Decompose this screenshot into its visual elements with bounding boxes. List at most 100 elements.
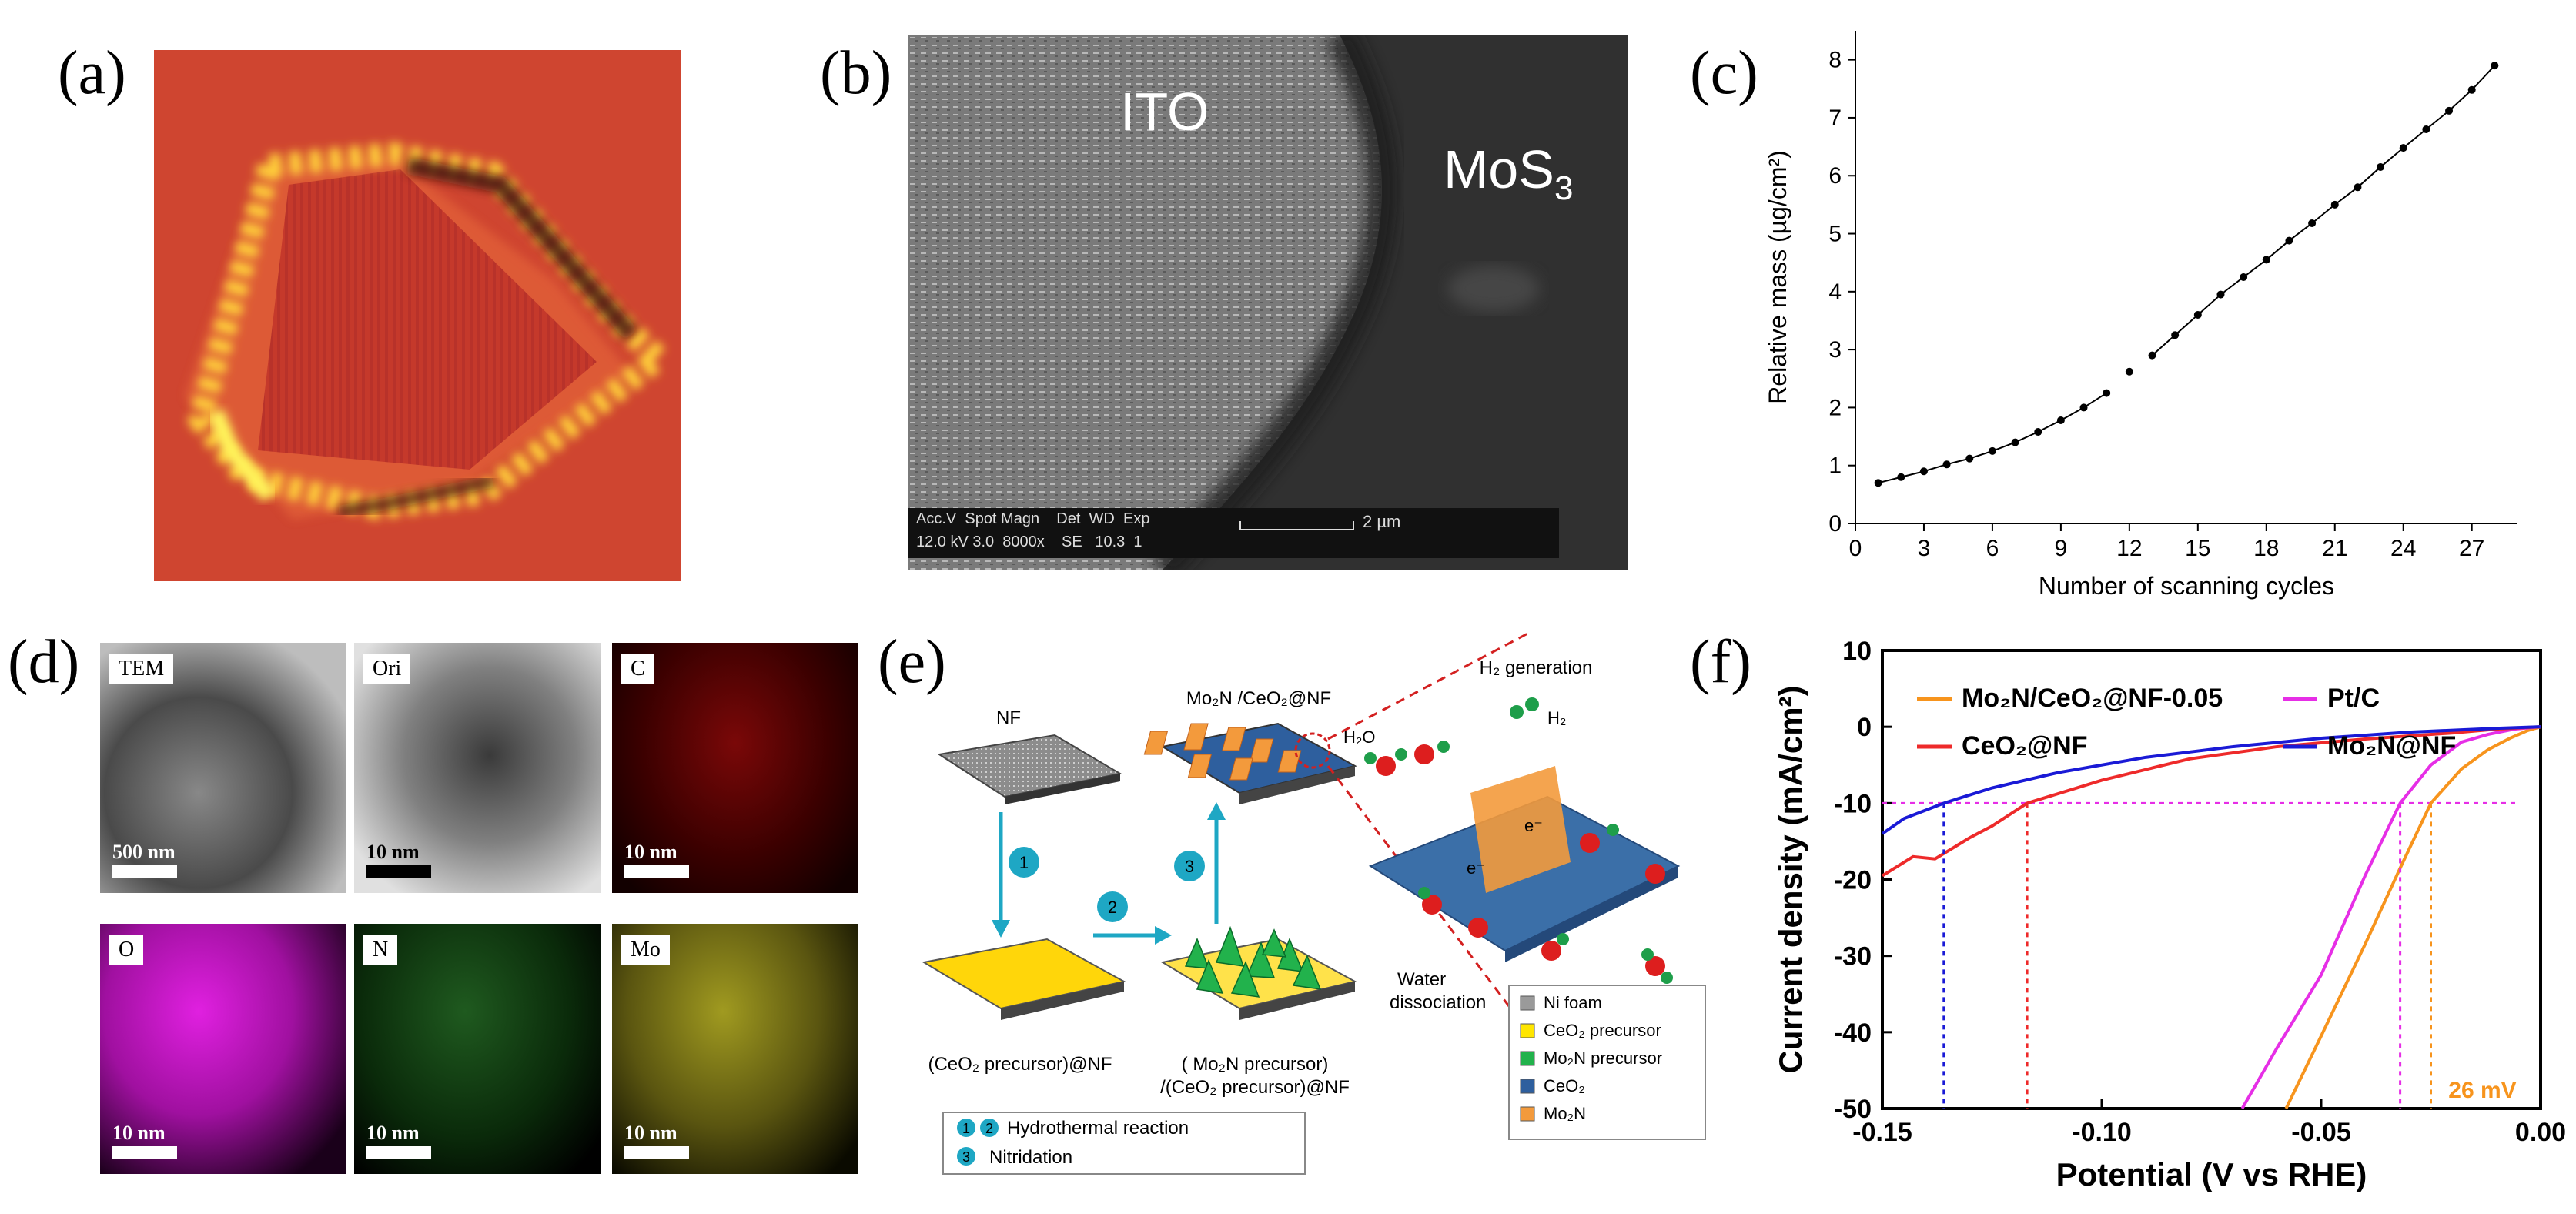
y-axis-label: Relative mass (µg/cm²) <box>1764 150 1791 404</box>
legend-label: CeO₂@NF <box>1962 731 2088 761</box>
series-line <box>1878 392 2107 484</box>
series-line <box>1881 725 2541 835</box>
panel-label-e: (e) <box>878 628 946 696</box>
chart-f: -0.15 -0.10 -0.05 0.00 10 0 -10 -20 -30 -40 -50 Mo₂… <box>1772 637 2566 1192</box>
scale-bar-line <box>112 865 177 878</box>
x-tick-label: 18 <box>2253 536 2279 561</box>
step-legend-num-2: 2 <box>985 1121 993 1136</box>
y-tick-label: 7 <box>1828 105 1842 131</box>
x-axis-label: Number of scanning cycles <box>2039 572 2334 600</box>
y-tick-label: 8 <box>1828 48 1842 73</box>
y-tick-label: 4 <box>1828 279 1842 305</box>
synthesis-schematic: NF Mo₂N /CeO₂@NF (CeO₂ precursor)@NF ( M… <box>922 630 1706 1175</box>
data-point <box>2034 428 2042 436</box>
ito-label: ITO <box>1120 82 1209 142</box>
map-tem: TEM 500 nm <box>100 643 346 893</box>
map-label: Ori <box>363 654 411 684</box>
step-legend-num-3: 3 <box>962 1149 970 1165</box>
step-legend-num-1: 1 <box>962 1121 970 1136</box>
y-tick-label: 0 <box>1857 713 1872 742</box>
x-axis-label: Potential (V vs RHE) <box>2056 1156 2367 1192</box>
sem-info-values: 12.0 kV 3.0 8000x SE 10.3 1 <box>916 533 1142 550</box>
series-line <box>2240 725 2541 1109</box>
y-tick-label: -50 <box>1834 1095 1872 1124</box>
scale-bar: 10 nm <box>624 1122 689 1159</box>
data-point <box>2103 389 2111 397</box>
data-point <box>2399 144 2407 152</box>
sem-scale-bar <box>1239 521 1354 530</box>
y-tick-label: -40 <box>1834 1018 1872 1048</box>
data-point <box>2193 310 2202 319</box>
label-h2o: H₂O <box>1343 727 1376 747</box>
sem-image: ITO MoS3 Acc.V Spot Magn Det WD Exp 12.0… <box>908 35 1628 570</box>
y-tick-label: -30 <box>1834 942 1872 972</box>
data-point <box>2285 236 2293 245</box>
data-point <box>2308 219 2317 227</box>
step-2: 2 <box>1108 898 1117 917</box>
step-legend-nitridation: Nitridation <box>989 1147 1072 1168</box>
scale-label: 10 nm <box>366 1122 420 1144</box>
y-tick-label: 0 <box>1828 511 1842 537</box>
data-point <box>2056 416 2065 424</box>
legend-label: Mo₂N <box>1544 1104 1586 1123</box>
scale-bar: 10 nm <box>624 841 689 878</box>
scale-label: 10 nm <box>624 841 677 863</box>
y-tick-label: 5 <box>1828 222 1842 247</box>
scale-bar: 10 nm <box>366 1122 431 1159</box>
legend-label: Pt/C <box>2327 684 2380 713</box>
data-point <box>2240 273 2248 281</box>
map-label: Mo <box>621 935 670 965</box>
x-tick-label: -0.05 <box>2291 1118 2351 1147</box>
map-label: O <box>109 935 144 965</box>
label-electron-1: e⁻ <box>1467 858 1485 878</box>
label-nf: NF <box>996 707 1021 728</box>
x-tick-label: 0.00 <box>2515 1118 2566 1147</box>
plot-frame <box>1881 649 2542 1110</box>
x-tick-label: -0.10 <box>2072 1118 2132 1147</box>
y-tick-label: 10 <box>1842 637 1872 666</box>
map-n: N 10 nm <box>354 924 601 1174</box>
legend-label: Mo₂N precursor <box>1544 1048 1662 1068</box>
data-point <box>2354 183 2362 192</box>
map-label: N <box>363 935 398 965</box>
data-point <box>1965 454 1974 463</box>
mo2n-sheet <box>1470 766 1571 893</box>
label-mo2n-precursor-2: /(CeO₂ precursor)@NF <box>1160 1077 1350 1098</box>
scale-bar-line <box>366 865 431 878</box>
legend-label: CeO₂ <box>1544 1076 1585 1095</box>
data-point <box>1919 467 1928 476</box>
legend-swatch <box>1520 1023 1535 1038</box>
data-point <box>2011 438 2019 446</box>
scale-bar-line <box>112 1146 177 1159</box>
panel-label-a: (a) <box>58 39 126 107</box>
series-line <box>2151 65 2496 356</box>
data-point <box>1897 473 1905 481</box>
panel-label-b: (b) <box>820 39 892 107</box>
scale-bar-line <box>624 865 689 878</box>
x-tick-label: 6 <box>1986 536 1999 561</box>
step-1: 1 <box>1019 853 1029 872</box>
y-tick-label: -20 <box>1834 866 1872 895</box>
data-point <box>2422 125 2430 133</box>
x-tick-label: -0.15 <box>1852 1118 1912 1147</box>
data-point <box>1942 460 1951 469</box>
legend-swatch <box>1520 1051 1535 1066</box>
data-point <box>2445 106 2454 115</box>
x-tick-label: 21 <box>2322 536 2347 561</box>
y-tick-label: -10 <box>1834 789 1872 818</box>
legend-swatch <box>1520 1079 1535 1094</box>
scale-bar-line <box>366 1146 431 1159</box>
data-point <box>2491 62 2499 70</box>
y-tick-label: 3 <box>1828 337 1842 363</box>
data-point <box>2467 85 2476 94</box>
data-point <box>2079 403 2088 412</box>
x-tick-label: 12 <box>2116 536 2142 561</box>
label-water-2: dissociation <box>1390 992 1486 1013</box>
legend-label: CeO₂ precursor <box>1544 1021 1661 1040</box>
data-point <box>2171 331 2180 339</box>
step-3: 3 <box>1185 857 1194 876</box>
series-line <box>1881 725 2541 878</box>
step-legend-hydrothermal: Hydrothermal reaction <box>1007 1118 1189 1139</box>
x-tick-label: 27 <box>2459 536 2484 561</box>
label-ceo2-precursor: (CeO₂ precursor)@NF <box>928 1054 1112 1075</box>
